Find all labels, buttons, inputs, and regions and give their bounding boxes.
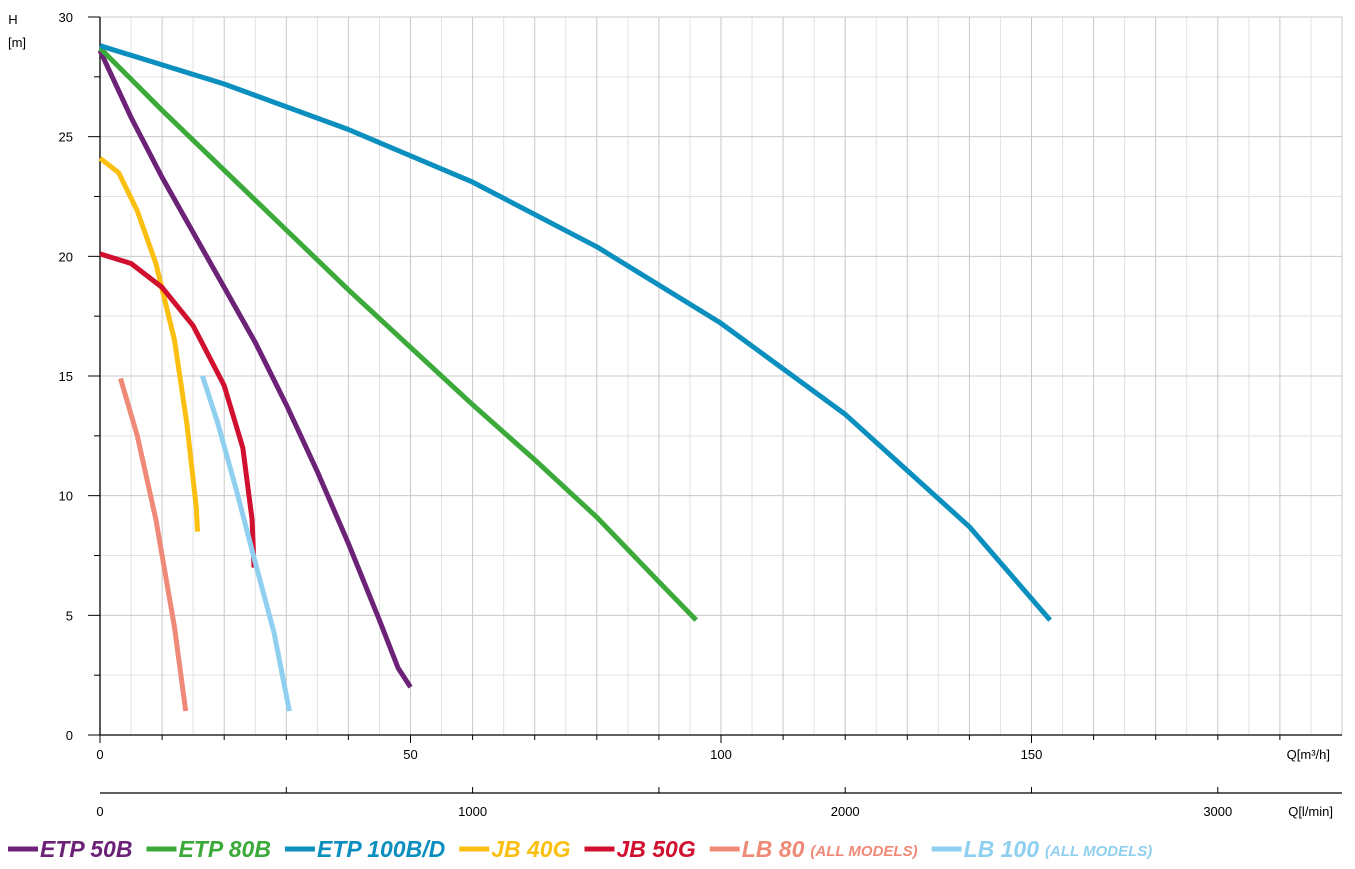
legend-label-3: JB 40G: [491, 836, 570, 862]
legend-label-1: ETP 80B: [178, 836, 270, 862]
tick-labels: 0 5 10 15 20 25 30 0 50 100 150 0 1000 2000 3000: [59, 10, 1281, 819]
x2-tick-label: 3000: [1203, 804, 1232, 819]
x2-tick-label: 1000: [458, 804, 487, 819]
x2-tick-label: 2000: [831, 804, 860, 819]
y-tick-label: 0: [66, 728, 73, 743]
y-axis-label: H: [8, 12, 17, 27]
legend-label-6: LB 100: [964, 836, 1040, 862]
x-axis-label: Q[m³/h]: [1287, 747, 1330, 762]
y-tick-label: 25: [59, 130, 73, 145]
legend-label-2: ETP 100B/D: [317, 836, 445, 862]
series-layer: [97, 43, 1052, 712]
series-line-2: [99, 43, 1052, 622]
series-line-0: [97, 49, 413, 689]
x-tick-label: 150: [1021, 747, 1043, 762]
series-line-3: [98, 156, 200, 532]
series-line-6: [200, 375, 292, 712]
y-tick-label: 15: [59, 369, 73, 384]
legend-label-0: ETP 50B: [40, 836, 132, 862]
series-line-5: [118, 377, 189, 712]
legend-label-5: LB 80: [742, 836, 805, 862]
y-tick-label: 30: [59, 10, 73, 25]
y-tick-label: 20: [59, 249, 73, 264]
legend: ETP 50B ETP 80B ETP 100B/D JB 40G JB 50G LB 8…: [8, 836, 1152, 862]
legend-note-6: (ALL MODELS): [1045, 843, 1152, 860]
x-tick-label: 50: [403, 747, 417, 762]
y-tick-label: 10: [59, 489, 73, 504]
x-tick-label: 100: [710, 747, 732, 762]
legend-label-4: JB 50G: [616, 836, 695, 862]
x2-tick-label: 0: [96, 804, 103, 819]
legend-note-5: (ALL MODELS): [810, 843, 917, 860]
series-line-4: [99, 251, 257, 568]
y-axis-unit: [m]: [8, 35, 26, 50]
x2-axis-label: Q[l/min]: [1288, 804, 1333, 819]
major-gridlines: [100, 16, 1343, 736]
x-tick-label: 0: [96, 747, 103, 762]
y-tick-label: 5: [66, 608, 73, 623]
series-line-1: [98, 46, 698, 622]
